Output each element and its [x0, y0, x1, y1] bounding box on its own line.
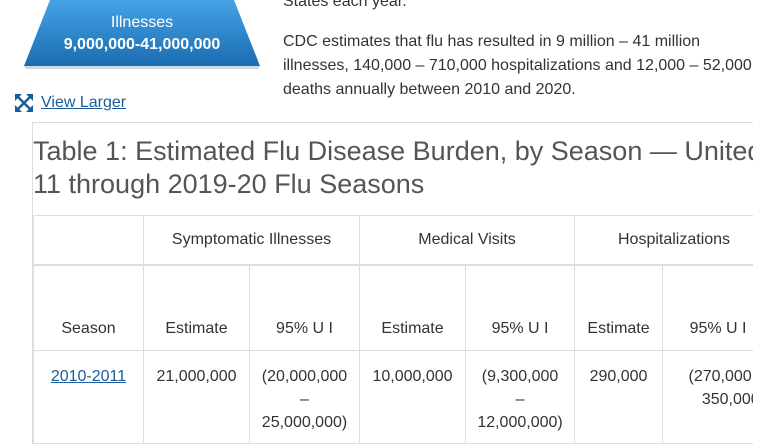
ill-estimate-cell: 21,000,000 [144, 351, 250, 444]
sub-header-row: Season Estimate 95% U I Estimate 95% U I… [34, 265, 754, 351]
pyramid-value: 9,000,000-41,000,000 [22, 36, 262, 54]
hosp-ui-cell: (270,000 – 350,000) [663, 351, 753, 444]
intro-text-tail: States each year. [283, 0, 763, 14]
med-ui-line1: (9,300,000 [466, 365, 574, 388]
med-ui-line3: 12,000,000) [466, 411, 574, 434]
table-caption: Table 1: Estimated Flu Disease Burden, b… [33, 135, 753, 201]
ill-ui-line1: (20,000,000 [250, 365, 359, 388]
pyramid-label: Illnesses [22, 14, 262, 32]
view-larger-link-row[interactable]: View Larger [14, 92, 126, 114]
group-header-row: Symptomatic Illnesses Medical Visits Hos… [34, 216, 754, 266]
view-larger-link[interactable]: View Larger [41, 94, 126, 112]
hosp-ui-line2: 350,000) [663, 388, 753, 411]
group-header-hospitalizations: Hospitalizations [575, 216, 753, 266]
season-link[interactable]: 2010-2011 [51, 368, 126, 385]
med-estimate-cell: 10,000,000 [360, 351, 466, 444]
header-season: Season [34, 265, 144, 351]
table-row: 2010-2011 21,000,000 (20,000,000 – 25,00… [34, 351, 754, 444]
pyramid-shape [22, 0, 262, 70]
med-ui-cell: (9,300,000 – 12,000,000) [466, 351, 575, 444]
header-med-ui: 95% U I [466, 265, 575, 351]
hosp-estimate-cell: 290,000 [575, 351, 663, 444]
ill-ui-line2: – [250, 388, 359, 411]
season-cell[interactable]: 2010-2011 [34, 351, 144, 444]
med-ui-line2: – [466, 388, 574, 411]
expand-icon [14, 93, 34, 113]
header-hosp-estimate: Estimate [575, 265, 663, 351]
hosp-ui-line1: (270,000 – [663, 365, 753, 388]
header-hosp-ui: 95% U I [663, 265, 753, 351]
header-ill-ui: 95% U I [250, 265, 360, 351]
burden-summary-paragraph: CDC estimates that flu has resulted in 9… [283, 30, 763, 102]
burden-table: Symptomatic Illnesses Medical Visits Hos… [33, 215, 753, 444]
header-med-estimate: Estimate [360, 265, 466, 351]
group-header-medical-visits: Medical Visits [360, 216, 575, 266]
table-caption-line2: 11 through 2019-20 Flu Seasons [33, 168, 753, 201]
header-ill-estimate: Estimate [144, 265, 250, 351]
group-header-empty [34, 216, 144, 266]
ill-ui-line3: 25,000,000) [250, 411, 359, 434]
table-caption-line1: Table 1: Estimated Flu Disease Burden, b… [33, 135, 753, 168]
burden-pyramid-base: Illnesses 9,000,000-41,000,000 [22, 0, 262, 70]
burden-table-container: Table 1: Estimated Flu Disease Burden, b… [32, 122, 753, 444]
ill-ui-cell: (20,000,000 – 25,000,000) [250, 351, 360, 444]
group-header-illnesses: Symptomatic Illnesses [144, 216, 360, 266]
